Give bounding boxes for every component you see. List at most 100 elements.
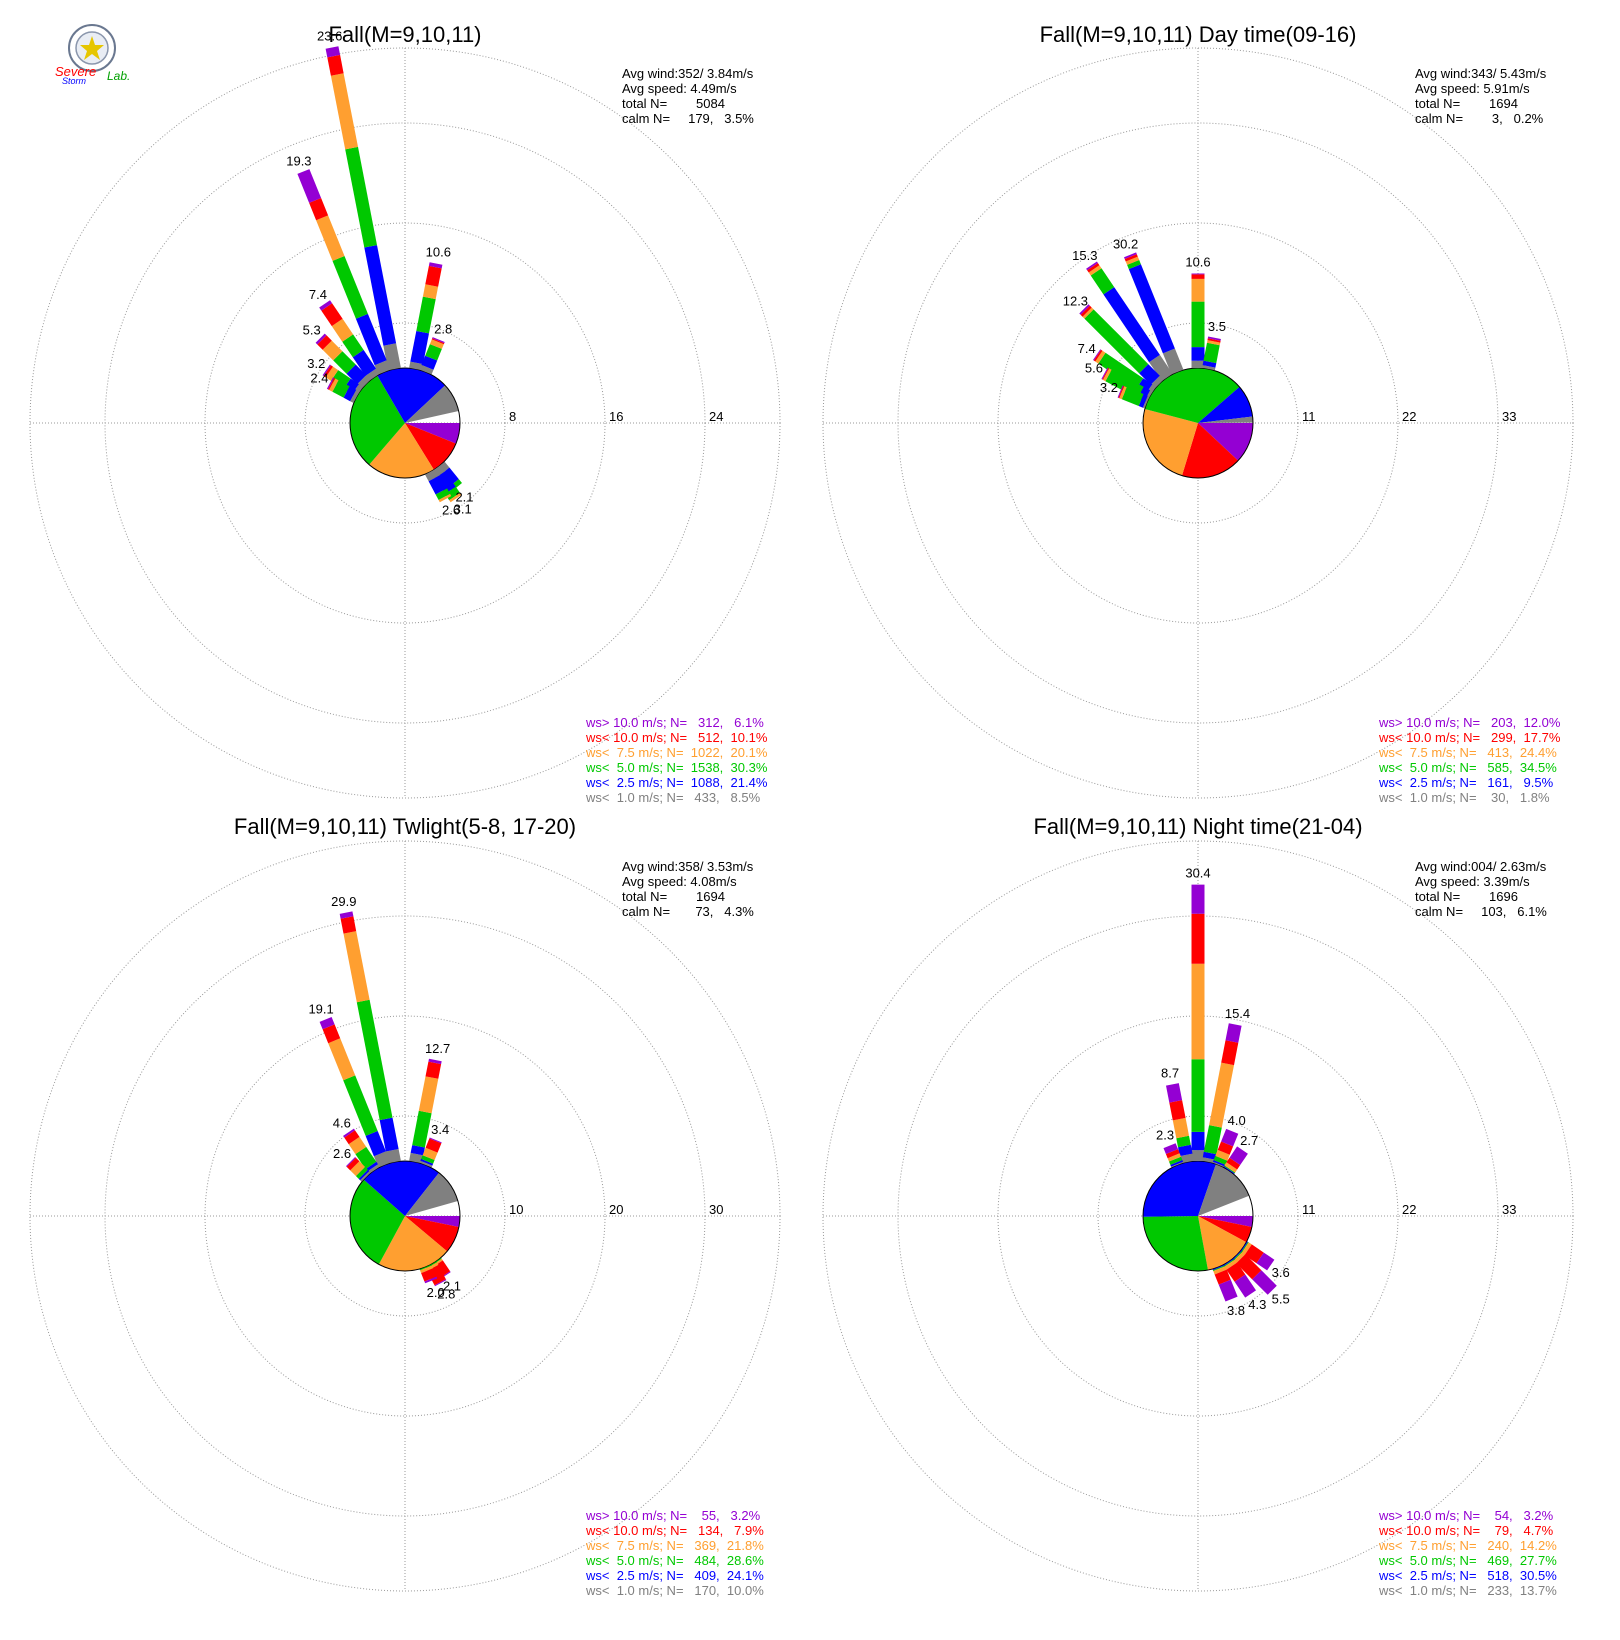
wind-bar-segment xyxy=(329,378,339,392)
stats-line: Avg speed: 4.49m/s xyxy=(622,81,737,96)
pie-slice xyxy=(350,1179,405,1265)
pie-slice xyxy=(1144,368,1240,423)
wind-rose-panel-1: 8 16 24 23.6 19.3 10.6 7.4 5.3 3.22.4 2.8 2.13.12.… xyxy=(29,22,781,805)
legend-entry: ws< 7.5 m/s; N= 240, 14.2% xyxy=(1378,1538,1557,1553)
wind-bar-segment xyxy=(332,380,350,398)
wind-bar-segment xyxy=(1162,348,1184,375)
stats-line: Avg speed: 5.91m/s xyxy=(1415,81,1530,96)
legend-entry: ws< 5.0 m/s; N= 1538, 30.3% xyxy=(585,760,768,775)
wind-bar-segment xyxy=(1207,336,1221,341)
wind-bar-segment xyxy=(1090,268,1115,295)
ring-label: 24 xyxy=(709,409,723,424)
wind-bar-segment xyxy=(431,338,445,345)
wind-bar-segment xyxy=(1087,263,1100,273)
wind-bar-segment xyxy=(1191,278,1205,302)
wind-bar-segment xyxy=(385,1149,401,1164)
stats-line: calm N= 179, 3.5% xyxy=(622,111,754,126)
wind-bar-segment xyxy=(410,331,429,365)
wind-bar-segment xyxy=(1093,349,1101,361)
panel-title: Fall(M=9,10,11) Twlight(5-8, 17-20) xyxy=(234,814,576,839)
stats-line: Avg speed: 3.39m/s xyxy=(1415,874,1530,889)
wind-bar-segment xyxy=(425,1061,442,1079)
wind-bar-segment xyxy=(1191,963,1205,1060)
wind-bar-segment xyxy=(1093,349,1103,362)
wind-bar-segment xyxy=(1223,1166,1235,1174)
bar-value-label: 8.7 xyxy=(1161,1066,1179,1081)
pie-slice xyxy=(1198,1216,1252,1243)
legend-entry: ws< 2.5 m/s; N= 161, 9.5% xyxy=(1378,775,1554,790)
wind-bar-segment xyxy=(1169,1156,1183,1165)
legend-entry: ws< 1.0 m/s; N= 170, 10.0% xyxy=(585,1583,764,1598)
bar-value-label: 2.6 xyxy=(333,1146,351,1161)
wind-bar-segment xyxy=(438,493,452,503)
stats-line: calm N= 103, 6.1% xyxy=(1415,904,1547,919)
legend-entry: ws< 1.0 m/s; N= 233, 13.7% xyxy=(1378,1583,1557,1598)
wind-bar-segment xyxy=(422,284,439,300)
legend-entry: ws> 10.0 m/s; N= 54, 3.2% xyxy=(1378,1508,1554,1523)
bar-value-label: 2.7 xyxy=(1240,1133,1258,1148)
wind-bar-segment xyxy=(1191,1059,1205,1132)
wind-bar-segment xyxy=(1101,367,1109,380)
wind-bar-segment xyxy=(345,146,377,248)
wind-bar-segment xyxy=(319,1017,335,1030)
legend-entry: ws< 5.0 m/s; N= 469, 27.7% xyxy=(1378,1553,1557,1568)
wind-bar-segment xyxy=(1163,1143,1178,1154)
stats-line: Avg wind:352/ 3.84m/s xyxy=(622,66,754,81)
wind-bar-segment xyxy=(1082,307,1094,319)
wind-bar-segment xyxy=(1171,1161,1184,1168)
wind-bar-segment xyxy=(425,265,442,287)
wind-bar-segment xyxy=(352,349,377,376)
bar-value-label: 5.3 xyxy=(303,323,321,338)
wind-bar-segment xyxy=(1207,338,1221,343)
wind-bar-segment xyxy=(1165,1149,1180,1159)
stats-line: total N= 5084 xyxy=(622,96,725,111)
wind-bar-segment xyxy=(1139,364,1160,385)
wind-bar-segment xyxy=(333,351,356,374)
wind-bar-segment xyxy=(1102,368,1110,380)
wind-bar-segment xyxy=(1223,1258,1235,1266)
wind-bar-segment xyxy=(344,1130,360,1145)
bar-value-label: 29.9 xyxy=(331,894,356,909)
stats-line: calm N= 73, 4.3% xyxy=(622,904,754,919)
wind-bar-segment xyxy=(1084,309,1149,374)
logo-text-lab: Lab. xyxy=(107,69,130,83)
legend-entry: ws< 7.5 m/s; N= 369, 21.8% xyxy=(585,1538,764,1553)
wind-bar-segment xyxy=(367,1164,380,1174)
wind-bar-segment xyxy=(1080,305,1092,317)
wind-bar-segment xyxy=(1176,1135,1191,1148)
wind-bar-segment xyxy=(1241,1242,1252,1256)
stats-line: total N= 1694 xyxy=(622,889,725,904)
wind-bar-segment xyxy=(1221,1128,1239,1147)
wind-bar-segment xyxy=(1191,274,1205,279)
wind-bar-segment xyxy=(365,1161,378,1172)
wind-bar-segment xyxy=(429,339,444,349)
wind-bar-segment xyxy=(1224,1259,1238,1270)
wind-bar-segment xyxy=(420,1265,434,1274)
grid-ring-outer xyxy=(822,47,1574,799)
wind-bar-segment xyxy=(346,1157,360,1171)
wind-bar-segment xyxy=(327,54,344,76)
legend-entry: ws< 10.0 m/s; N= 79, 4.7% xyxy=(1378,1523,1554,1538)
wind-bar-segment xyxy=(323,365,333,378)
bar-value-label: 30.2 xyxy=(1113,237,1138,252)
wind-bar-segment xyxy=(425,1138,442,1153)
wind-bar-segment xyxy=(1142,395,1150,409)
wind-bar-segment xyxy=(1223,1165,1236,1174)
wind-bar-segment xyxy=(1119,386,1127,400)
wind-bar-segment xyxy=(342,334,364,358)
wind-bar-segment xyxy=(339,911,354,919)
pie-slice xyxy=(1181,423,1239,479)
wind-bar-segment xyxy=(420,1158,434,1166)
wind-bar-segment xyxy=(319,300,333,311)
bar-value-label: 3.2 xyxy=(1100,380,1118,395)
wind-bar-segment xyxy=(419,1160,433,1168)
wind-bar-segment xyxy=(348,1136,367,1155)
wind-bar-segment xyxy=(412,1110,432,1148)
bar-value-label: 30.4 xyxy=(1185,866,1210,881)
panel-title: Fall(M=9,10,11) Night time(21-04) xyxy=(1033,814,1362,839)
legend-entry: ws> 10.0 m/s; N= 312, 6.1% xyxy=(585,715,764,730)
bar-value-label: 12.3 xyxy=(1063,293,1088,308)
wind-bar-segment xyxy=(425,468,441,482)
wind-bar-segment xyxy=(326,377,335,390)
pie-slice xyxy=(1198,1216,1253,1227)
